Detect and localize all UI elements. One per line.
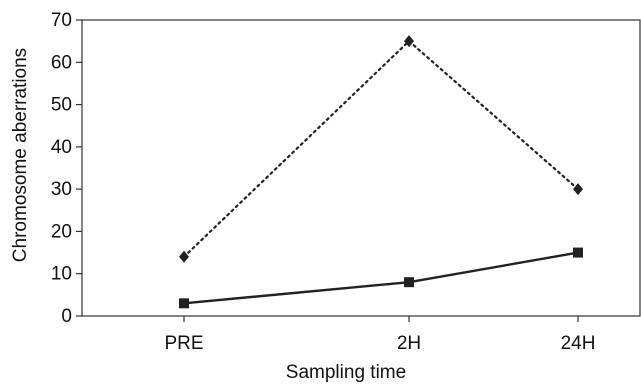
diamond-marker <box>404 35 414 48</box>
series-2 <box>179 247 583 309</box>
y-tick-label: 70 <box>51 10 72 31</box>
y-tick-label: 60 <box>51 52 72 73</box>
plot-border <box>81 19 641 317</box>
x-axis-title: Sampling time <box>286 362 406 383</box>
y-tick-label: 20 <box>51 221 72 242</box>
square-marker <box>404 277 414 288</box>
y-tick-label: 40 <box>51 137 72 158</box>
x-tick-label: 24H <box>561 333 596 354</box>
y-tick-label: 0 <box>61 306 72 327</box>
square-marker <box>573 247 583 258</box>
x-tick-label: PRE <box>164 333 203 354</box>
diamond-marker <box>179 250 189 263</box>
series-2-line <box>183 251 579 305</box>
y-tick-label: 30 <box>51 179 72 200</box>
y-tick-label: 50 <box>51 95 72 116</box>
series-1 <box>179 35 583 263</box>
diamond-marker <box>573 183 583 196</box>
y-axis-title: Chromosome aberrations <box>10 48 31 262</box>
x-axis-ticks: PRE 2H 24H <box>164 316 595 354</box>
series-layer <box>179 35 583 309</box>
series-1-line <box>182 39 580 258</box>
plot-frame <box>81 19 641 317</box>
square-marker <box>179 298 189 309</box>
y-axis-ticks: 0 10 20 30 40 50 60 70 <box>51 10 82 327</box>
y-tick-label: 10 <box>51 264 72 285</box>
x-tick-label: 2H <box>397 333 421 354</box>
